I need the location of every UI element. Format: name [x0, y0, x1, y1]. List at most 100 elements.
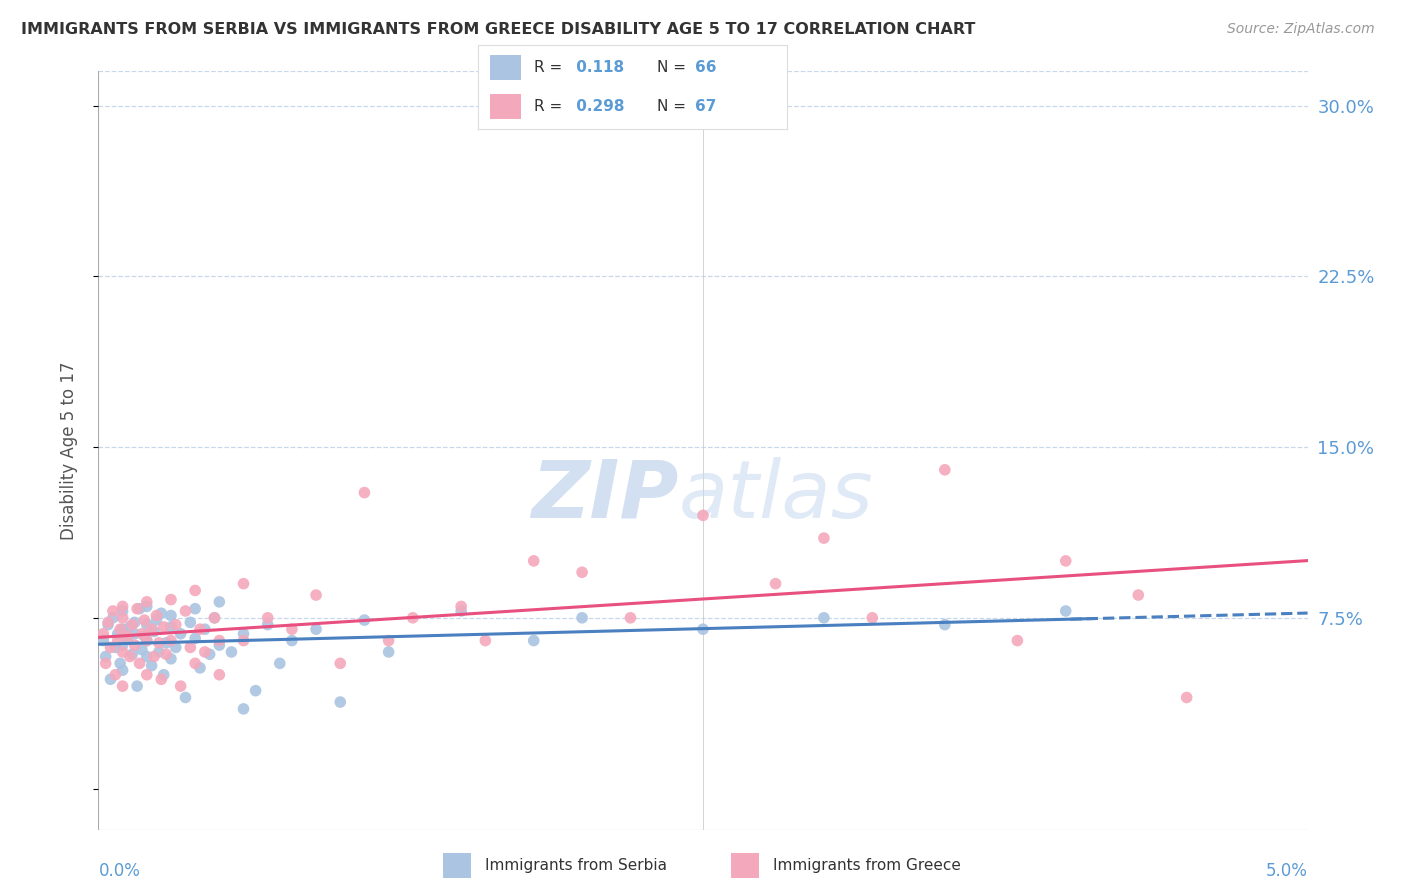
Point — [134, 613, 156, 627]
Point — [245, 683, 267, 698]
Point — [111, 622, 134, 636]
Point — [101, 604, 124, 618]
Point — [135, 633, 157, 648]
FancyBboxPatch shape — [491, 54, 522, 80]
Point — [145, 613, 167, 627]
Point — [523, 633, 546, 648]
Point — [117, 632, 139, 646]
Point — [281, 633, 304, 648]
Point — [692, 508, 714, 523]
Point — [111, 663, 134, 677]
Point — [934, 617, 956, 632]
Point — [143, 624, 166, 639]
Point — [121, 647, 143, 661]
Point — [111, 638, 134, 652]
Point — [692, 622, 714, 636]
Point — [174, 690, 197, 705]
FancyBboxPatch shape — [731, 853, 759, 878]
Point — [377, 633, 399, 648]
Point — [148, 645, 170, 659]
Text: R =: R = — [534, 60, 562, 75]
Point — [523, 554, 546, 568]
Point — [571, 611, 593, 625]
Point — [188, 622, 211, 636]
Text: Immigrants from Greece: Immigrants from Greece — [773, 858, 962, 872]
Point — [131, 626, 153, 640]
Point — [281, 622, 304, 636]
Point — [104, 667, 127, 681]
Point — [934, 463, 956, 477]
Text: 67: 67 — [695, 99, 716, 114]
Point — [111, 611, 134, 625]
Point — [165, 617, 187, 632]
Point — [145, 608, 167, 623]
Point — [269, 657, 291, 671]
Point — [305, 588, 328, 602]
Point — [148, 636, 170, 650]
Text: 0.118: 0.118 — [571, 60, 624, 75]
Text: 0.0%: 0.0% — [98, 863, 141, 880]
Point — [104, 640, 127, 655]
Point — [377, 645, 399, 659]
Point — [111, 599, 134, 614]
Point — [118, 649, 141, 664]
Point — [184, 657, 207, 671]
Point — [152, 667, 174, 681]
Point — [169, 626, 191, 640]
Point — [91, 633, 114, 648]
Point — [111, 604, 134, 618]
Point — [160, 652, 183, 666]
Point — [204, 611, 226, 625]
Point — [108, 622, 131, 636]
Point — [174, 604, 197, 618]
Text: 66: 66 — [695, 60, 716, 75]
Point — [353, 485, 375, 500]
Point — [124, 626, 146, 640]
Point — [135, 633, 157, 648]
Point — [94, 657, 117, 671]
Point — [135, 649, 157, 664]
Point — [184, 583, 207, 598]
Point — [194, 645, 217, 659]
Text: Immigrants from Serbia: Immigrants from Serbia — [485, 858, 666, 872]
Point — [127, 679, 149, 693]
Point — [179, 615, 201, 630]
Point — [184, 632, 207, 646]
Point — [765, 576, 787, 591]
Point — [474, 633, 496, 648]
Point — [97, 617, 120, 632]
Point — [121, 617, 143, 632]
Point — [152, 620, 174, 634]
Point — [155, 636, 177, 650]
Point — [204, 611, 226, 625]
Point — [1054, 554, 1077, 568]
Point — [450, 599, 472, 614]
Point — [135, 667, 157, 681]
Point — [108, 657, 131, 671]
Point — [1175, 690, 1198, 705]
Point — [256, 611, 278, 625]
Point — [450, 604, 472, 618]
Text: 0.298: 0.298 — [571, 99, 624, 114]
Point — [160, 633, 183, 648]
Point — [305, 622, 328, 636]
Text: N =: N = — [658, 99, 686, 114]
Point — [619, 611, 641, 625]
Point — [124, 638, 146, 652]
Point — [232, 626, 254, 640]
Point — [111, 679, 134, 693]
Point — [141, 658, 163, 673]
Point — [150, 673, 173, 687]
Point — [232, 633, 254, 648]
Point — [128, 657, 150, 671]
Point — [135, 595, 157, 609]
Point — [353, 613, 375, 627]
Point — [134, 629, 156, 643]
Point — [160, 608, 183, 623]
Text: IMMIGRANTS FROM SERBIA VS IMMIGRANTS FROM GREECE DISABILITY AGE 5 TO 17 CORRELAT: IMMIGRANTS FROM SERBIA VS IMMIGRANTS FRO… — [21, 22, 976, 37]
Point — [232, 702, 254, 716]
Point — [131, 642, 153, 657]
Point — [135, 599, 157, 614]
Y-axis label: Disability Age 5 to 17: Disability Age 5 to 17 — [59, 361, 77, 540]
Point — [232, 576, 254, 591]
